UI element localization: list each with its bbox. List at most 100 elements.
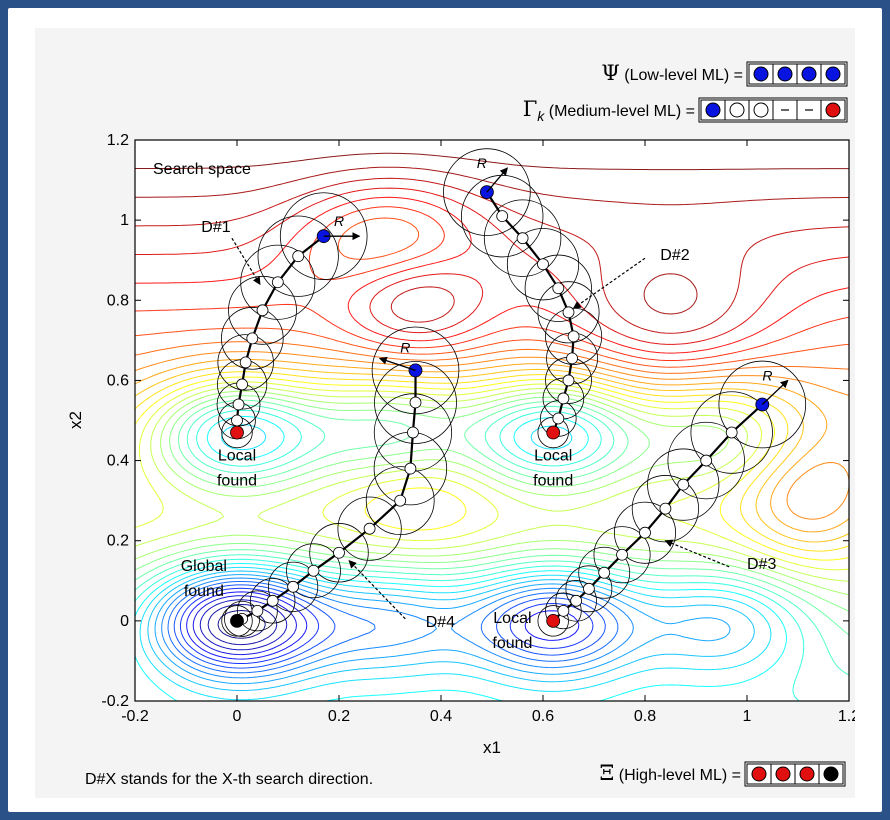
radius-label: R: [400, 339, 410, 355]
y-tick-label: 0: [120, 613, 129, 630]
found-point: [546, 613, 561, 628]
xi-legend-dot: [775, 766, 791, 782]
contour-level: [135, 409, 805, 701]
radius-circle: [365, 466, 435, 536]
intermediate-point: [566, 352, 578, 365]
radius-circle: [224, 600, 261, 637]
gamma-legend-dot: [753, 102, 769, 118]
radius-circle: [593, 526, 651, 584]
contour-lines: [135, 152, 849, 701]
radius-circle: [545, 592, 582, 630]
contour-level: [167, 581, 619, 674]
intermediate-point: [409, 396, 422, 409]
intermediate-point: [292, 250, 305, 263]
radius-circle: [240, 244, 316, 320]
contour-level: [179, 587, 594, 664]
axes: -0.2-0.2 0 0 0.2 0.2 0.4 0.4 0.6 0.6 0.8 0.8 1 1 1.2 1…: [101, 132, 860, 725]
intermediate-point: [407, 426, 419, 439]
direction-label: D#1: [201, 219, 230, 236]
radius-circle: [286, 543, 341, 599]
gamma-legend-dot: [729, 102, 745, 118]
intermediate-point: [236, 378, 249, 391]
found-point: [230, 425, 244, 440]
direction-pointer: [664, 539, 730, 568]
xi-legend-dot: [823, 766, 839, 782]
radius-circle: [555, 580, 597, 622]
annotations: Search space Local found Local found Local fou…: [153, 155, 789, 652]
radius-arrow: [378, 356, 416, 372]
y-tick-label: 0.4: [107, 453, 129, 470]
intermediate-point: [239, 356, 252, 369]
radius-circle: [537, 281, 600, 344]
xi-legend-dot: [799, 766, 815, 782]
contour-level: [161, 577, 634, 679]
contour-level: [173, 584, 606, 669]
radius-circle: [506, 228, 580, 301]
intermediate-point: [552, 282, 565, 295]
contour-level: [135, 386, 849, 582]
intermediate-point: [616, 548, 628, 561]
intermediate-point: [700, 454, 713, 467]
y-tick-label: 0.6: [107, 372, 129, 389]
y-tick-label: 1: [120, 212, 129, 229]
radius-circle: [667, 421, 745, 500]
radius-circle: [443, 148, 531, 236]
radius-circle: [374, 361, 457, 444]
xi-legend-dot: [751, 766, 767, 782]
contour-level: [135, 371, 849, 552]
intermediate-point: [271, 276, 284, 289]
psi-legend-dot: [825, 66, 841, 82]
global-found-label-line2: found: [184, 583, 224, 600]
contour-level: [135, 358, 849, 533]
radius-circle: [537, 605, 569, 637]
contour-level: [135, 217, 849, 368]
intermediate-point: [562, 374, 575, 387]
contour-level: [135, 206, 849, 361]
radius-circle: [236, 590, 278, 632]
intermediate-point: [363, 522, 376, 535]
x-axis-label: x1: [483, 738, 501, 757]
y-tick-label: 0.2: [107, 533, 129, 550]
intermediate-point: [404, 462, 417, 475]
intermediate-point: [231, 414, 243, 427]
radius-circle: [647, 448, 720, 521]
radius-arrow: [761, 379, 789, 405]
radius-circle: [578, 546, 631, 599]
intermediate-point: [659, 502, 672, 515]
search-path-line: [235, 235, 325, 433]
radius-circle: [483, 199, 562, 277]
radius-label: R: [762, 367, 772, 383]
intermediate-point: [251, 604, 264, 617]
intermediate-point: [725, 426, 738, 439]
xi-legend-text: Ξ (High-level ML) =: [600, 761, 741, 785]
local-found-label-line1: Local: [534, 448, 572, 465]
radius-label: R: [334, 213, 344, 229]
search-space-label: Search space: [153, 161, 251, 178]
contour-level: [135, 404, 849, 676]
x-tick-label: 0.6: [532, 708, 554, 725]
x-tick-label: 0.2: [328, 708, 350, 725]
intermediate-point: [246, 332, 259, 345]
intermediate-point: [552, 412, 565, 425]
direction-label: D#2: [660, 247, 689, 264]
intermediate-point: [598, 566, 611, 579]
intermediate-point: [639, 526, 651, 539]
intermediate-point: [537, 258, 549, 271]
chart-svg: Search space Local found Local found Local fou…: [66, 61, 860, 788]
radius-circle: [221, 307, 284, 370]
direction-pointer: [348, 560, 406, 620]
intermediate-point: [256, 304, 269, 317]
ml-legends: Ψ (Low-level ML) = Γk (Medium-level ML) =…: [523, 61, 848, 787]
intermediate-point: [677, 478, 690, 491]
footnote: D#X stands for the X-th search direction…: [85, 771, 373, 788]
contour-level: [135, 399, 849, 636]
local-found-label-line2: found: [533, 473, 573, 490]
contour-level: [135, 187, 849, 345]
radius-circle: [268, 561, 319, 612]
x-tick-label: 0: [233, 708, 242, 725]
intermediate-point: [394, 494, 407, 507]
intermediate-point: [583, 582, 595, 595]
radius-circle: [690, 391, 773, 474]
y-tick-label: 0.8: [107, 292, 129, 309]
radius-circle: [565, 565, 613, 613]
